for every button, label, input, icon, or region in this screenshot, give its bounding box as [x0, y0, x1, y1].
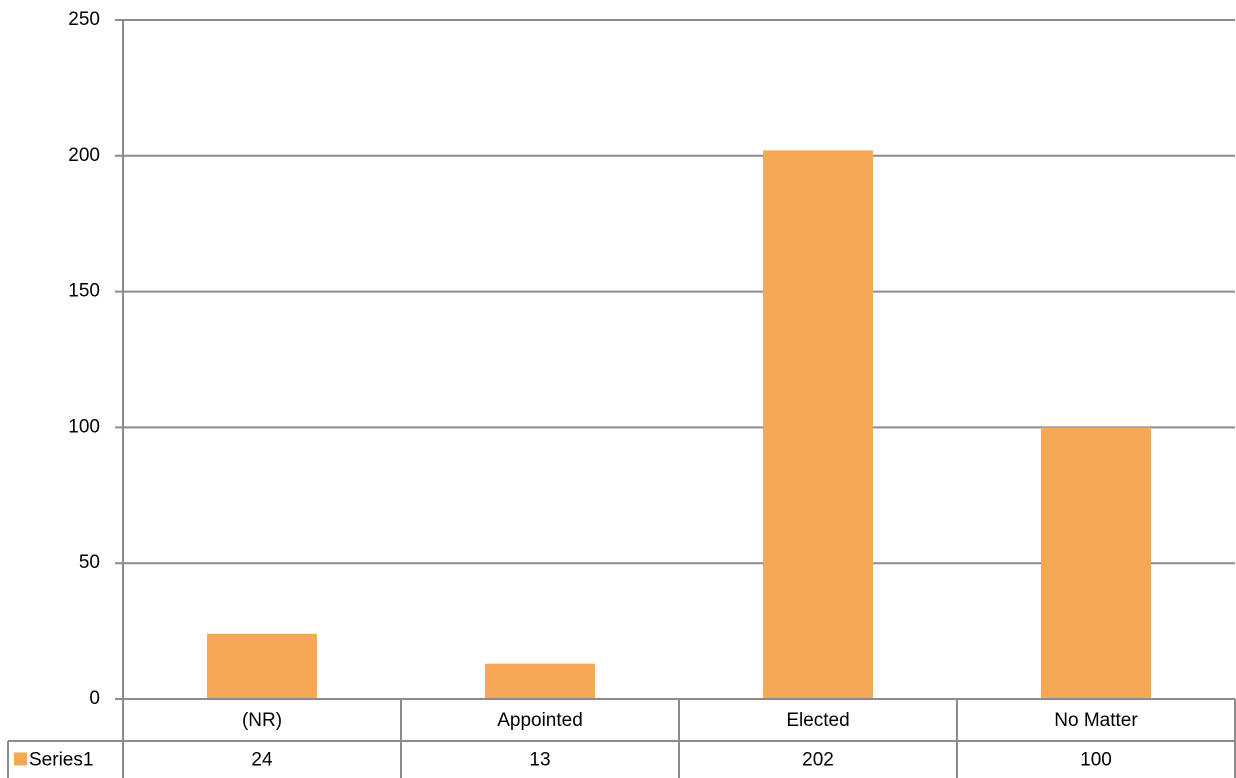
bar: [763, 150, 873, 700]
bar: [485, 663, 595, 699]
x-tick-label: (NR): [242, 710, 282, 731]
x-tick-label: No Matter: [1054, 710, 1138, 731]
table-value: 202: [802, 750, 834, 771]
y-tick-label: 50: [79, 552, 100, 573]
y-tick-label: 0: [89, 688, 100, 709]
y-tick-label: 200: [68, 145, 100, 166]
y-tick-label: 150: [68, 281, 100, 302]
x-tick-label: Appointed: [497, 710, 583, 731]
table-value: 24: [251, 750, 273, 771]
legend-label: Series1: [29, 750, 93, 771]
table-value: 100: [1080, 750, 1112, 771]
table-value: 13: [529, 750, 550, 771]
legend-swatch: [14, 752, 27, 766]
x-tick-label: Elected: [786, 710, 849, 731]
y-tick-label: 100: [68, 416, 100, 437]
y-tick-label: 250: [68, 9, 100, 30]
bar: [1041, 427, 1151, 699]
bar: [207, 633, 317, 699]
